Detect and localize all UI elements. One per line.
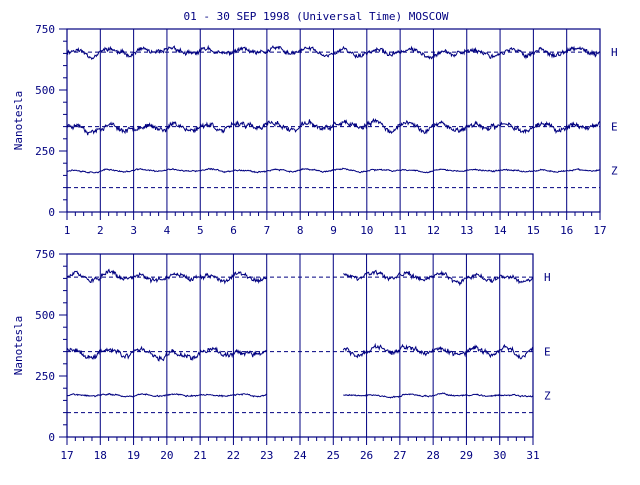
y-tick-label: 250 xyxy=(35,145,55,158)
x-tick-label: 18 xyxy=(94,449,107,462)
x-tick-label: 2 xyxy=(97,224,104,237)
y-tick-label: 750 xyxy=(35,248,55,261)
x-tick-label: 24 xyxy=(293,449,307,462)
y-axis-label: Nanotesla xyxy=(12,316,25,376)
x-tick-label: 22 xyxy=(227,449,240,462)
x-tick-label: 28 xyxy=(427,449,440,462)
x-tick-label: 7 xyxy=(264,224,271,237)
x-tick-label: 23 xyxy=(260,449,273,462)
series-line-z xyxy=(66,167,601,174)
series-line-z xyxy=(66,392,267,398)
x-tick-label: 25 xyxy=(327,449,340,462)
series-line-e xyxy=(66,117,601,136)
x-tick-label: 31 xyxy=(526,449,539,462)
x-tick-label: 3 xyxy=(130,224,137,237)
x-tick-label: 6 xyxy=(230,224,237,237)
x-tick-label: 11 xyxy=(394,224,407,237)
component-label-z: Z xyxy=(611,165,618,178)
series-line-h xyxy=(66,44,601,61)
x-tick-label: 12 xyxy=(427,224,440,237)
y-tick-label: 500 xyxy=(35,84,55,97)
y-tick-label: 500 xyxy=(35,309,55,322)
series-line-h xyxy=(66,268,268,285)
component-label-h: H xyxy=(611,46,618,59)
chart-title: 01 - 30 SEP 1998 (Universal Time) MOSCOW xyxy=(184,10,449,23)
series-line-e xyxy=(342,342,534,360)
x-tick-label: 27 xyxy=(393,449,406,462)
x-tick-label: 15 xyxy=(527,224,540,237)
x-tick-label: 26 xyxy=(360,449,373,462)
component-label-h: H xyxy=(544,271,551,284)
y-tick-label: 0 xyxy=(48,431,55,444)
x-tick-label: 17 xyxy=(593,224,606,237)
y-tick-label: 250 xyxy=(35,370,55,383)
series-line-h xyxy=(343,269,534,287)
series-line-z xyxy=(343,392,534,399)
x-tick-label: 5 xyxy=(197,224,204,237)
x-tick-label: 16 xyxy=(560,224,573,237)
y-axis-label: Nanotesla xyxy=(12,91,25,151)
x-tick-label: 29 xyxy=(460,449,473,462)
x-tick-label: 13 xyxy=(460,224,473,237)
x-tick-label: 14 xyxy=(493,224,507,237)
x-tick-label: 19 xyxy=(127,449,140,462)
x-tick-label: 9 xyxy=(330,224,337,237)
x-tick-label: 30 xyxy=(493,449,506,462)
x-tick-label: 10 xyxy=(360,224,373,237)
x-tick-label: 21 xyxy=(194,449,207,462)
y-tick-label: 0 xyxy=(48,206,55,219)
x-tick-label: 8 xyxy=(297,224,304,237)
component-label-e: E xyxy=(611,121,618,134)
y-tick-label: 750 xyxy=(35,23,55,36)
component-label-z: Z xyxy=(544,390,551,403)
series-line-e xyxy=(66,345,268,362)
x-tick-label: 4 xyxy=(164,224,171,237)
x-tick-label: 1 xyxy=(64,224,71,237)
panel-bottom: 0 250 500 750 17 18 19 20 21 22 23 24 25 26 27 28 29 30 31… xyxy=(12,248,551,462)
component-label-e: E xyxy=(544,346,551,359)
x-tick-label: 20 xyxy=(160,449,173,462)
x-tick-label: 17 xyxy=(60,449,73,462)
